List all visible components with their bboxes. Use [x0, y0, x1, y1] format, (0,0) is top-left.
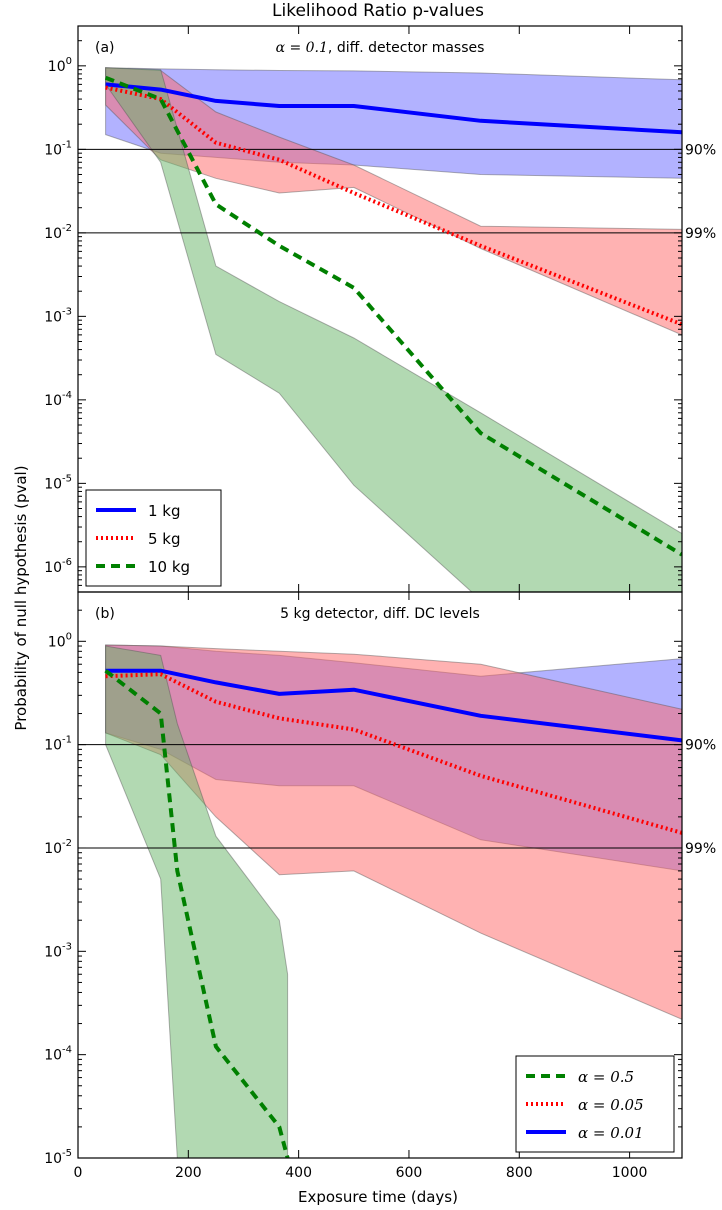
x-axis-label: Exposure time (days)	[298, 1188, 458, 1206]
x-tick-label-2: 400	[285, 1165, 312, 1181]
y-axis-label: Probability of null hypothesis (pval)	[12, 465, 30, 730]
legend-label-2: α = 0.01	[578, 1124, 644, 1142]
y-tick-label-5: 10-5	[44, 473, 72, 492]
threshold-label-0: 90%	[685, 738, 716, 754]
panels: 90% 99% 100 10-1 10-2 10-3 10-4 10-5 10-6 (a) α = …	[44, 25, 716, 1181]
panel-b: 90% 99% 100 10-1 10-2 10-3 10-4 10-50 200 400 600 8…	[44, 591, 716, 1181]
y-tick-label-3: 10-3	[44, 306, 72, 325]
legend-label-1: α = 0.05	[578, 1096, 644, 1114]
y-tick-label-5: 10-5	[44, 1148, 72, 1167]
median-line-0	[105, 668, 682, 743]
y-tick-label-4: 10-4	[44, 1045, 72, 1064]
panel-label: (a)	[95, 40, 115, 56]
y-tick-label-0: 100	[48, 631, 72, 650]
legend-label-0: 1 kg	[148, 502, 181, 520]
panel-label: (b)	[95, 606, 115, 622]
x-tick-label-0: 0	[74, 1165, 83, 1181]
median-line-0	[105, 82, 682, 135]
threshold-label-1: 99%	[685, 226, 716, 242]
panel-annotation: α = 0.1, diff. detector masses	[276, 40, 485, 56]
x-tick-label-5: 1000	[612, 1165, 648, 1181]
plot-area	[78, 644, 682, 1158]
y-tick-label-3: 10-3	[44, 941, 72, 960]
x-tick-label-1: 200	[175, 1165, 202, 1181]
legend-box	[85, 489, 222, 587]
median-line-2	[104, 669, 290, 1158]
y-tick-label-2: 10-2	[44, 838, 72, 857]
chart-title: Likelihood Ratio p-values	[272, 1, 484, 21]
panel-a: 90% 99% 100 10-1 10-2 10-3 10-4 10-5 10-6 (a) α = …	[44, 25, 716, 593]
legend-label-0: α = 0.5	[578, 1068, 634, 1086]
band-2	[105, 67, 682, 592]
plot-area	[78, 67, 682, 592]
legend: α = 0.5 α = 0.05 α = 0.01	[515, 1055, 675, 1153]
y-tick-label-4: 10-4	[44, 390, 72, 409]
legend-label-1: 5 kg	[148, 530, 181, 548]
median-line-1	[105, 672, 682, 835]
y-tick-label-6: 10-6	[44, 557, 72, 576]
x-tick-label-4: 800	[506, 1165, 533, 1181]
threshold-label-1: 99%	[685, 841, 716, 857]
y-tick-label-1: 10-1	[44, 735, 72, 754]
y-tick-label-0: 100	[48, 56, 72, 75]
legend-label-2: 10 kg	[148, 558, 190, 576]
x-tick-label-3: 600	[396, 1165, 423, 1181]
threshold-label-0: 90%	[685, 142, 716, 158]
y-tick-label-2: 10-2	[44, 223, 72, 242]
y-tick-label-1: 10-1	[44, 139, 72, 158]
panel-annotation: 5 kg detector, diff. DC levels	[280, 606, 480, 622]
band-2	[105, 645, 289, 1158]
legend: 1 kg 5 kg 10 kg	[85, 489, 222, 587]
plot-frame	[77, 591, 683, 1159]
median-line-2	[104, 75, 682, 557]
median-line-1	[105, 85, 682, 327]
